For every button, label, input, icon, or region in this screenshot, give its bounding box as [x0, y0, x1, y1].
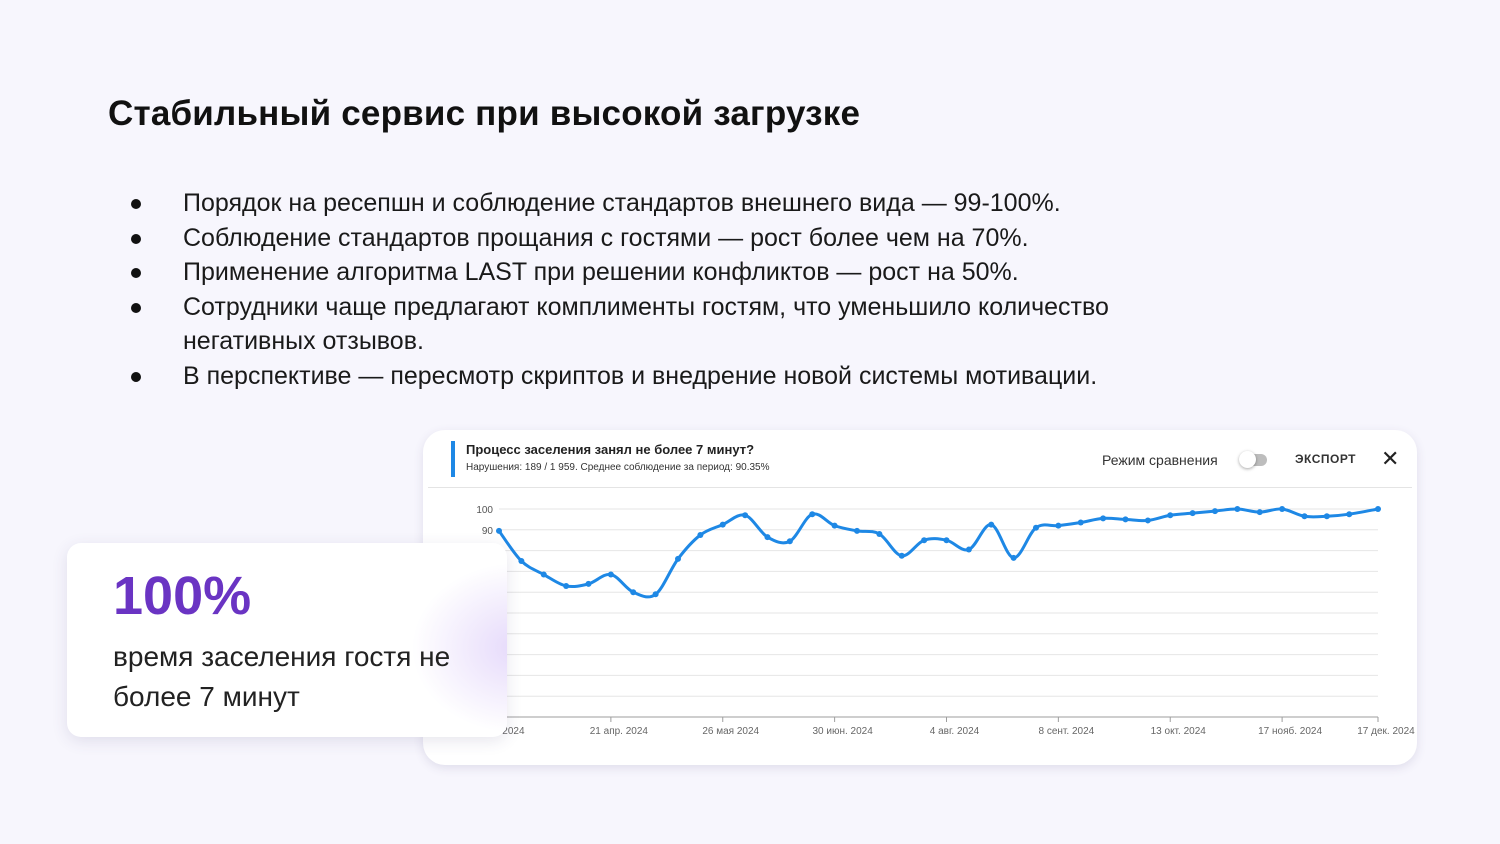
export-button[interactable]: ЭКСПОРТ — [1295, 452, 1357, 466]
data-point — [764, 534, 771, 541]
x-tick-label: 26 мая 2024 — [702, 726, 759, 737]
bullet-text: Соблюдение стандартов прощания с гостями… — [183, 223, 1029, 252]
data-point — [697, 532, 704, 538]
data-point — [652, 591, 659, 598]
data-point — [965, 546, 972, 553]
bullet-dot-icon — [131, 199, 141, 209]
data-point — [809, 511, 816, 518]
header-divider — [428, 487, 1412, 488]
data-point — [607, 571, 614, 578]
data-point — [540, 571, 547, 578]
bullet-dot-icon — [131, 371, 141, 382]
data-point — [988, 521, 995, 528]
data-point — [1234, 506, 1241, 512]
data-point — [943, 537, 950, 544]
data-point — [1375, 506, 1381, 512]
bullet-dot-icon — [131, 302, 141, 313]
data-point — [1189, 510, 1196, 517]
chart-subtitle: Нарушения: 189 / 1 959. Среднее соблюден… — [466, 462, 770, 473]
data-point — [1279, 506, 1286, 512]
data-point — [1055, 522, 1062, 529]
series-line — [497, 507, 1380, 599]
data-point — [1077, 519, 1084, 526]
stat-card: 100% время заселения гостя не более 7 ми… — [67, 543, 507, 737]
data-point — [1032, 524, 1039, 531]
bullet-item: В перспективе — пересмотр скриптов и вне… — [125, 359, 1245, 394]
stat-value: 100% — [113, 566, 252, 626]
x-tick-label: 17 дек. 2024 — [1357, 726, 1415, 737]
data-point — [921, 537, 928, 544]
data-point — [853, 527, 860, 534]
bullet-dot-icon — [131, 268, 141, 279]
bullet-text: Порядок на ресепшн и соблюдение стандарт… — [183, 189, 1061, 217]
chart-card: Процесс заселения занял не более 7 минут… — [423, 430, 1417, 765]
x-tick-label: 30 июн. 2024 — [812, 726, 873, 737]
data-point — [719, 521, 726, 528]
data-point — [1010, 554, 1017, 561]
data-point — [585, 580, 592, 587]
data-point — [742, 512, 749, 519]
data-point — [630, 589, 637, 596]
data-point — [1122, 516, 1129, 523]
data-point — [674, 555, 681, 562]
x-tick-label: 13 окт. 2024 — [1151, 726, 1207, 737]
x-tick-label: 4 авг. 2024 — [930, 726, 980, 737]
data-point — [1167, 512, 1174, 519]
data-point — [563, 582, 570, 589]
data-point — [1346, 511, 1353, 518]
stat-description: время заселения гостя не более 7 минут — [113, 641, 451, 712]
data-point — [1301, 513, 1308, 520]
y-tick-label: 100 — [476, 505, 493, 516]
data-point — [876, 530, 883, 537]
data-point — [1256, 509, 1263, 516]
data-point — [1144, 517, 1151, 524]
bullet-item: Применение алгоритма LAST при решении ко… — [125, 255, 1245, 290]
chart-title: Процесс заселения занял не более 7 минут… — [466, 442, 755, 457]
data-point — [518, 558, 525, 564]
compare-mode-label: Режим сравнения — [1102, 452, 1218, 468]
bullet-text: Применение алгоритма LAST при решении ко… — [183, 258, 1019, 287]
x-tick-label: 21 апр. 2024 — [590, 726, 649, 737]
compare-mode-toggle[interactable] — [1239, 451, 1268, 468]
page-title: Стабильный сервис при высокой загрузке — [108, 94, 861, 133]
bullet-item: Соблюдение стандартов прощания с гостями… — [125, 221, 1245, 256]
bullet-dot-icon — [131, 233, 141, 244]
bullet-text: В перспективе — пересмотр скриптов и вне… — [183, 361, 1098, 390]
title-accent-bar — [451, 441, 455, 477]
x-tick-label: … 2024 — [489, 726, 524, 737]
x-tick-label: 8 сент. 2024 — [1039, 726, 1095, 737]
toggle-knob — [1239, 451, 1256, 468]
bullet-text: Сотрудники чаще предлагают комплименты г… — [183, 292, 1109, 356]
data-point — [786, 538, 793, 545]
bullet-list: Порядок на ресепшн и соблюдение стандарт… — [125, 186, 1245, 394]
data-point — [831, 522, 838, 529]
y-tick-label: 90 — [482, 526, 494, 537]
data-point — [1100, 515, 1107, 522]
x-tick-label: 17 нояб. 2024 — [1258, 725, 1322, 737]
data-point — [898, 552, 905, 559]
line-chart: 100 90 … 2024 21 апр. 2024 26 мая 2024 30 июн… — [476, 505, 1415, 737]
bullet-item: Сотрудники чаще предлагают комплименты г… — [125, 290, 1245, 359]
data-point — [1211, 508, 1218, 515]
close-icon[interactable]: ✕ — [1381, 446, 1400, 471]
data-point — [496, 527, 502, 534]
data-point — [1323, 513, 1330, 520]
bullet-item: Порядок на ресепшн и соблюдение стандарт… — [125, 186, 1245, 221]
